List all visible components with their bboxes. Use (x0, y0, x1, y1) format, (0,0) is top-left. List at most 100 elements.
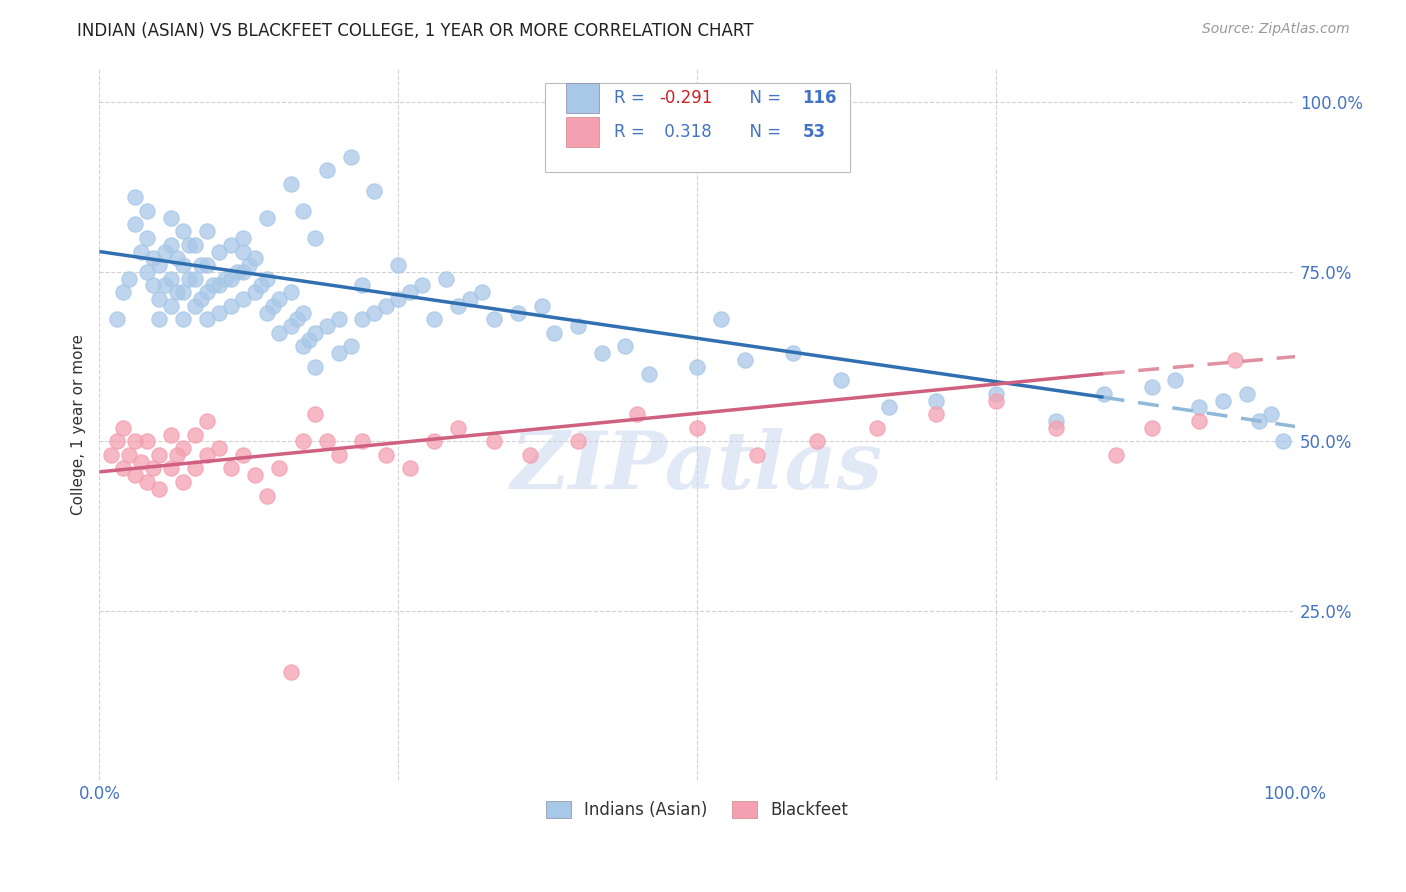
Point (482, 312, 505, 326)
Point (166, 285, 188, 300)
Point (506, 305, 529, 319)
Point (865, 421, 887, 435)
Point (399, 285, 422, 300)
Point (172, 312, 194, 326)
Point (1164, 373, 1187, 387)
Point (543, 326, 565, 340)
Point (232, 448, 254, 462)
Point (304, 359, 326, 374)
Point (124, 468, 146, 483)
Point (195, 224, 218, 238)
Point (250, 278, 273, 293)
Point (267, 292, 290, 306)
Point (160, 461, 183, 475)
Point (208, 278, 231, 293)
Point (519, 448, 541, 462)
Point (304, 407, 326, 421)
Point (124, 190, 146, 204)
Point (387, 258, 409, 272)
Point (423, 434, 446, 449)
Point (142, 461, 165, 475)
Point (226, 265, 249, 279)
Point (136, 434, 159, 449)
Point (153, 244, 176, 259)
Point (387, 292, 409, 306)
Point (129, 244, 152, 259)
Point (638, 367, 661, 381)
Point (118, 448, 141, 462)
Point (105, 434, 128, 449)
Text: Source: ZipAtlas.com: Source: ZipAtlas.com (1202, 22, 1350, 37)
Point (184, 271, 207, 285)
Point (363, 305, 385, 319)
Point (626, 407, 648, 421)
Point (262, 299, 284, 313)
Point (734, 353, 756, 368)
Point (925, 407, 948, 421)
Point (328, 312, 350, 326)
Text: 0.318: 0.318 (659, 123, 711, 141)
Point (160, 211, 183, 225)
Text: R =: R = (613, 89, 650, 107)
Point (118, 271, 141, 285)
Point (153, 278, 176, 293)
Point (232, 244, 254, 259)
Point (148, 258, 170, 272)
Point (877, 401, 900, 415)
Point (567, 434, 589, 449)
Point (482, 434, 505, 449)
FancyBboxPatch shape (565, 84, 599, 113)
Point (830, 373, 852, 387)
Point (530, 299, 553, 313)
Point (285, 312, 308, 326)
Point (172, 285, 194, 300)
Point (434, 271, 457, 285)
Text: 116: 116 (803, 89, 837, 107)
Point (1092, 387, 1115, 401)
Text: N =: N = (740, 123, 786, 141)
Point (686, 359, 709, 374)
Point (1105, 448, 1128, 462)
Point (352, 434, 374, 449)
Point (806, 434, 828, 449)
Point (1225, 353, 1247, 368)
Point (148, 482, 170, 496)
Point (195, 285, 218, 300)
Point (136, 265, 159, 279)
Point (166, 448, 188, 462)
Point (352, 278, 374, 293)
Point (160, 237, 183, 252)
Point (423, 312, 446, 326)
Point (1212, 393, 1234, 408)
Point (447, 299, 470, 313)
Point (328, 448, 350, 462)
Point (148, 312, 170, 326)
Point (112, 461, 135, 475)
Point (782, 346, 804, 360)
Point (172, 258, 194, 272)
Point (1188, 401, 1211, 415)
Point (745, 448, 768, 462)
Point (208, 441, 231, 455)
Point (243, 468, 266, 483)
Point (1236, 387, 1258, 401)
Point (352, 312, 374, 326)
Text: R =: R = (613, 123, 650, 141)
Point (105, 312, 128, 326)
Point (256, 305, 278, 319)
Point (399, 461, 422, 475)
Point (375, 448, 398, 462)
Point (184, 461, 207, 475)
Point (184, 237, 207, 252)
Point (280, 665, 302, 679)
Point (124, 218, 146, 232)
Point (267, 461, 290, 475)
Text: ZIPatlas: ZIPatlas (512, 428, 883, 506)
Point (190, 292, 212, 306)
Text: N =: N = (740, 89, 786, 107)
Point (238, 258, 260, 272)
Point (160, 427, 183, 442)
Point (328, 346, 350, 360)
Point (710, 312, 733, 326)
Point (208, 244, 231, 259)
